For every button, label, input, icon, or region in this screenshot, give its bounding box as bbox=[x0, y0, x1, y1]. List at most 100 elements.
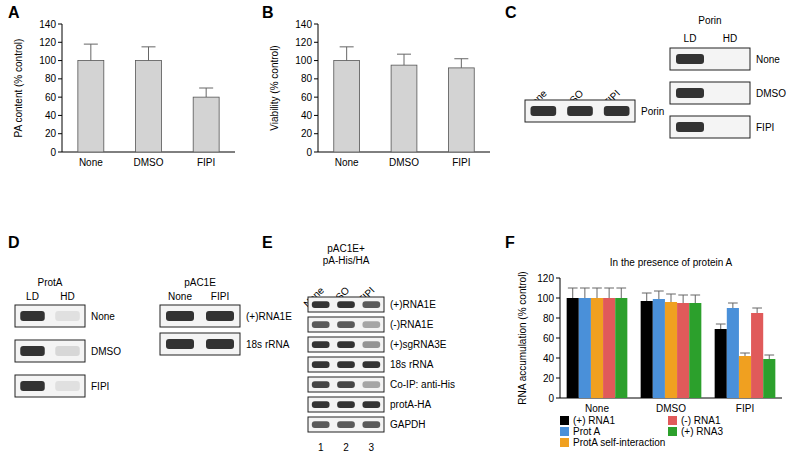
band bbox=[362, 301, 380, 308]
y-tick-label: 60 bbox=[301, 92, 313, 103]
legend-label: (+) RNA3 bbox=[681, 426, 723, 437]
blot: PorinLDHDNoneDMSOFIPI bbox=[670, 15, 786, 138]
panel-label: E bbox=[262, 234, 273, 251]
panel-label: C bbox=[505, 4, 517, 21]
error-bar bbox=[616, 288, 626, 298]
y-tick-label: 100 bbox=[39, 55, 56, 66]
x-tick-label: DMSO bbox=[389, 157, 419, 168]
y-tick-label: 0 bbox=[548, 393, 554, 404]
band bbox=[531, 106, 557, 116]
y-tick bbox=[314, 97, 318, 98]
lane-number: 2 bbox=[343, 442, 349, 453]
x-tick-label: FIPI bbox=[452, 157, 470, 168]
band bbox=[362, 381, 380, 388]
error-bar bbox=[666, 294, 676, 302]
band bbox=[676, 54, 704, 64]
row-label: None bbox=[91, 311, 115, 322]
band bbox=[337, 341, 355, 348]
error-bar bbox=[604, 288, 614, 298]
bar bbox=[603, 298, 615, 398]
y-axis-label: PA content (% control) bbox=[13, 39, 24, 138]
band bbox=[676, 122, 704, 132]
y-tick-label: 140 bbox=[295, 19, 312, 30]
band bbox=[676, 88, 704, 98]
chart-title: In the presence of protein A bbox=[610, 257, 733, 268]
y-tick bbox=[556, 338, 560, 339]
blot-strip bbox=[308, 377, 384, 392]
bar bbox=[136, 61, 162, 152]
band bbox=[55, 311, 80, 321]
y-tick-label: 80 bbox=[543, 313, 555, 324]
x-tick-label: DMSO bbox=[656, 403, 686, 414]
legend-swatch bbox=[560, 427, 569, 436]
panel-label: A bbox=[8, 4, 20, 21]
chart: 020406080100120140Viability (% control)N… bbox=[269, 19, 490, 169]
error-bar bbox=[592, 288, 602, 298]
band bbox=[55, 381, 80, 391]
band bbox=[337, 401, 355, 408]
y-tick-label: 60 bbox=[45, 92, 57, 103]
marks bbox=[567, 288, 776, 398]
error-bar bbox=[764, 355, 774, 359]
y-axis bbox=[318, 24, 319, 152]
band bbox=[716, 88, 744, 98]
error-bar bbox=[340, 47, 354, 61]
y-tick-label: 80 bbox=[45, 73, 57, 84]
band bbox=[337, 381, 355, 388]
bar bbox=[641, 301, 653, 398]
y-tick bbox=[58, 42, 62, 43]
row-label: (+)RNA1E bbox=[390, 299, 436, 310]
blot-header: ProtA bbox=[37, 277, 62, 288]
error-bar bbox=[568, 288, 578, 298]
figure: ABCDEF020406080100120140PA content (% co… bbox=[0, 0, 787, 460]
x-tick-label: FIPI bbox=[197, 157, 215, 168]
y-tick-label: 40 bbox=[301, 110, 313, 121]
bar bbox=[689, 303, 701, 398]
y-tick bbox=[314, 115, 318, 116]
band bbox=[312, 401, 330, 408]
y-tick bbox=[556, 318, 560, 319]
legend: (+) RNA1Prot AProtA self-interaction(-) … bbox=[560, 415, 723, 448]
marks bbox=[78, 44, 219, 152]
error-bar bbox=[690, 295, 700, 303]
row-label: DMSO bbox=[756, 88, 786, 99]
lane-number: 3 bbox=[369, 442, 375, 453]
band bbox=[166, 311, 194, 321]
row-label: 18s rRNA bbox=[246, 339, 290, 350]
blot-strip bbox=[308, 297, 384, 312]
y-tick-label: 60 bbox=[543, 333, 555, 344]
y-tick bbox=[314, 152, 318, 153]
blot-strip bbox=[308, 417, 384, 432]
y-tick bbox=[314, 133, 318, 134]
blot-strip bbox=[308, 317, 384, 332]
bar bbox=[334, 61, 360, 152]
row-label: None bbox=[756, 54, 780, 65]
x-tick-label: None bbox=[585, 403, 609, 414]
y-tick bbox=[556, 398, 560, 399]
y-tick bbox=[556, 358, 560, 359]
y-tick-label: 40 bbox=[543, 353, 555, 364]
row-label: FIPI bbox=[91, 381, 109, 392]
bar bbox=[448, 68, 474, 152]
error-bar bbox=[740, 353, 750, 356]
y-tick bbox=[58, 115, 62, 116]
y-tick-label: 20 bbox=[543, 373, 555, 384]
blot: ProtALDHDNoneDMSOFIPI bbox=[15, 277, 121, 397]
row-label: (+)RNA1E bbox=[246, 311, 292, 322]
panel-label: D bbox=[8, 234, 20, 251]
row-label: Co-IP: anti-His bbox=[390, 379, 455, 390]
blot-header: pAC1E+ bbox=[327, 243, 365, 254]
blot-strip bbox=[15, 340, 85, 362]
y-tick-label: 120 bbox=[39, 37, 56, 48]
band bbox=[337, 321, 355, 328]
y-tick-label: 40 bbox=[45, 110, 57, 121]
y-tick-label: 0 bbox=[306, 147, 312, 158]
lane-label: LD bbox=[26, 291, 39, 302]
bar bbox=[579, 298, 591, 398]
y-axis-label: RNA accumulation (% control) bbox=[517, 271, 528, 404]
bar bbox=[567, 298, 579, 398]
legend-swatch bbox=[560, 416, 569, 425]
y-axis bbox=[62, 24, 63, 152]
row-label: FIPI bbox=[756, 122, 774, 133]
y-tick bbox=[314, 60, 318, 61]
